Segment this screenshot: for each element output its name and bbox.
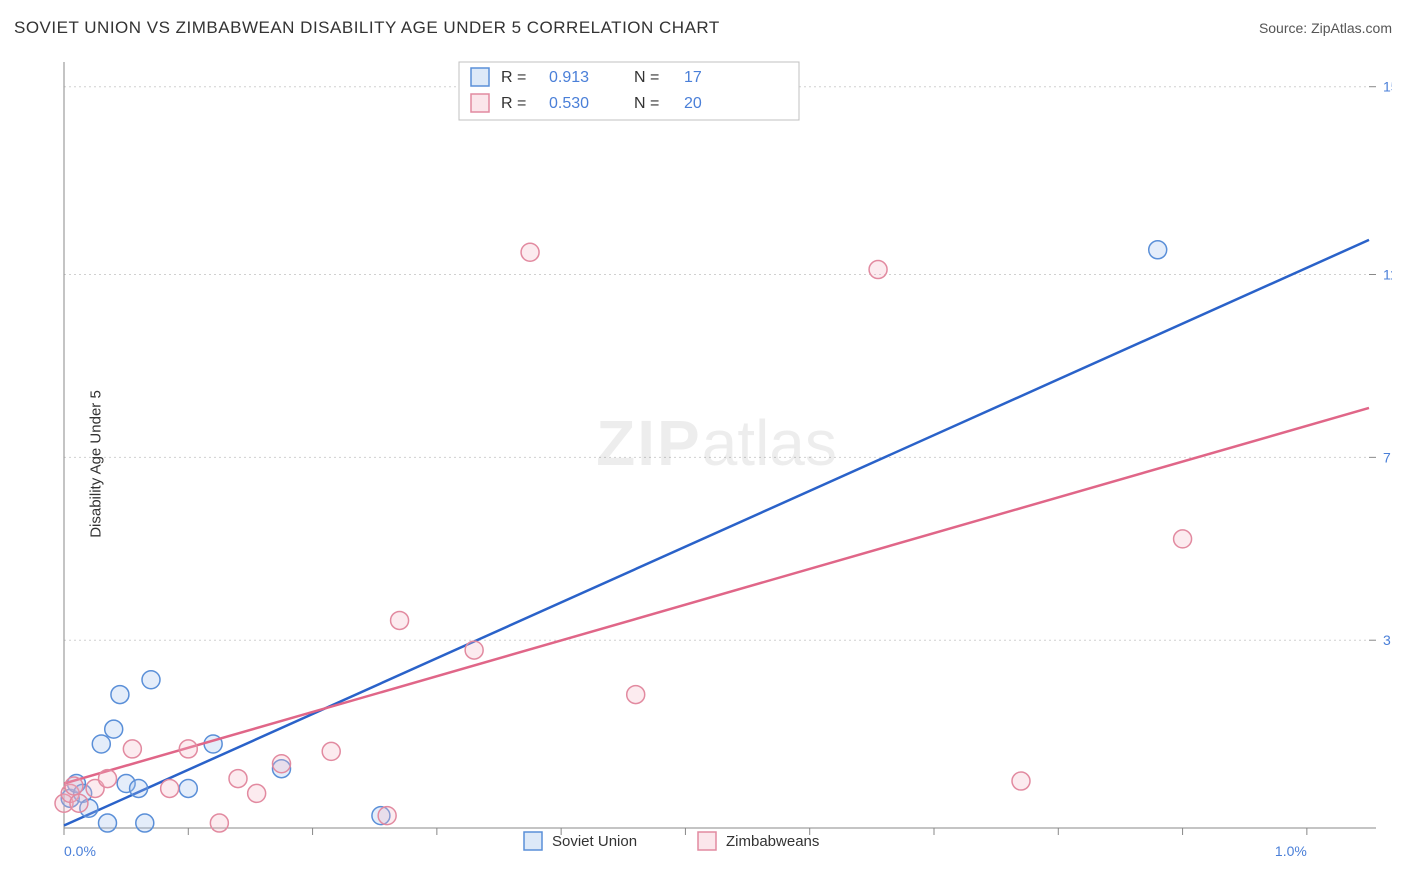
data-point-soviet <box>136 814 154 832</box>
legend-label-soviet: Soviet Union <box>552 833 637 850</box>
watermark: ZIPatlas <box>596 407 837 479</box>
y-tick-label: 7.5% <box>1383 449 1392 465</box>
stats-n-label: N = <box>634 95 659 112</box>
data-point-zimb <box>70 794 88 812</box>
data-point-zimb <box>869 261 887 279</box>
x-tick-label: 1.0% <box>1275 843 1307 859</box>
x-tick-label: 0.0% <box>64 843 96 859</box>
data-point-soviet <box>105 720 123 738</box>
data-point-zimb <box>627 686 645 704</box>
data-point-zimb <box>322 742 340 760</box>
source-label: Source: <box>1259 20 1311 36</box>
y-tick-label: 15.0% <box>1383 79 1392 95</box>
data-point-zimb <box>161 779 179 797</box>
stats-r-label: R = <box>501 95 526 112</box>
data-point-soviet <box>111 686 129 704</box>
chart-svg: ZIPatlas 0.0% 1.0% 3.8% 7.5% 11.2% 15.0% R = 0.9… <box>14 50 1392 878</box>
data-point-soviet <box>99 814 117 832</box>
stats-r-value-zimb: 0.530 <box>549 95 589 112</box>
data-point-zimb <box>378 807 396 825</box>
data-point-zimb <box>521 243 539 261</box>
stats-r-label: R = <box>501 69 526 86</box>
stats-swatch-zimb <box>471 94 489 112</box>
data-point-zimb <box>65 777 83 795</box>
data-point-zimb <box>123 740 141 758</box>
data-point-zimb <box>210 814 228 832</box>
stats-n-value-soviet: 17 <box>684 69 702 86</box>
data-point-zimb <box>391 611 409 629</box>
y-tick-label: 11.2% <box>1383 267 1392 283</box>
legend-swatch-soviet <box>524 832 542 850</box>
y-tick-label: 3.8% <box>1383 632 1392 648</box>
data-point-zimb <box>1174 530 1192 548</box>
stats-n-label: N = <box>634 69 659 86</box>
source-link[interactable]: ZipAtlas.com <box>1311 20 1392 36</box>
data-point-soviet <box>1149 241 1167 259</box>
stats-swatch-soviet <box>471 68 489 86</box>
stats-n-value-zimb: 20 <box>684 95 702 112</box>
stats-r-value-soviet: 0.913 <box>549 69 589 86</box>
legend-swatch-zimb <box>698 832 716 850</box>
data-point-soviet <box>130 779 148 797</box>
source-attribution: Source: ZipAtlas.com <box>1259 20 1392 36</box>
page-title: SOVIET UNION VS ZIMBABWEAN DISABILITY AG… <box>14 18 720 38</box>
data-point-zimb <box>229 770 247 788</box>
data-point-zimb <box>1012 772 1030 790</box>
data-point-soviet <box>142 671 160 689</box>
regression-line-soviet <box>64 240 1369 826</box>
data-point-zimb <box>179 740 197 758</box>
data-point-zimb <box>273 755 291 773</box>
data-point-zimb <box>248 784 266 802</box>
data-point-soviet <box>179 779 197 797</box>
legend-label-zimb: Zimbabweans <box>726 833 819 850</box>
scatter-chart: Disability Age Under 5 ZIPatlas 0.0% 1.0% 3… <box>14 50 1392 878</box>
data-point-soviet <box>92 735 110 753</box>
data-point-zimb <box>99 770 117 788</box>
data-point-zimb <box>465 641 483 659</box>
y-axis-title: Disability Age Under 5 <box>87 390 104 538</box>
